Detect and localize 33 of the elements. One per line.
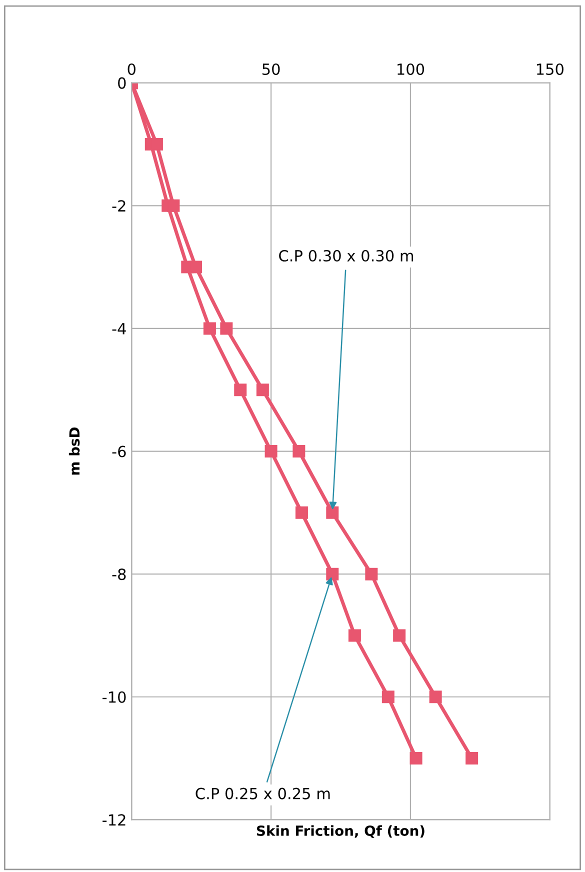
y-tick-label: -4: [112, 323, 126, 334]
point: [234, 384, 247, 396]
y-tick-label: 0: [118, 77, 126, 89]
point: [295, 506, 308, 519]
point: [220, 322, 233, 335]
y-tick-label: -12: [102, 814, 126, 826]
y-tick-label: -8: [112, 568, 126, 580]
x-tick-label: 150: [536, 63, 564, 76]
y-tick-label: -10: [102, 691, 126, 703]
point: [326, 568, 339, 580]
x-tick-label: 100: [398, 63, 424, 76]
y-tick-label: -6: [112, 446, 126, 458]
x-tick-label: 0: [128, 63, 136, 76]
point: [348, 629, 361, 642]
point: [326, 506, 339, 519]
y-axis-title: m bsD: [68, 427, 80, 475]
annotation: C.P 0.25 x 0.25 m: [196, 788, 330, 800]
point: [410, 752, 422, 765]
point: [190, 260, 202, 274]
point: [429, 690, 442, 704]
point: [382, 690, 394, 704]
point: [256, 384, 269, 396]
point: [292, 445, 306, 458]
x-tick-label: 50: [262, 63, 280, 76]
point: [203, 322, 216, 335]
point: [466, 752, 478, 765]
point: [264, 445, 278, 458]
point: [393, 629, 406, 642]
point: [365, 568, 378, 580]
y-tick-label: -2: [112, 200, 126, 212]
x-axis-title: Skin Friction, Qf (ton): [256, 825, 424, 838]
annotation: C.P 0.30 x 0.30 m: [279, 250, 414, 262]
point: [167, 199, 180, 212]
